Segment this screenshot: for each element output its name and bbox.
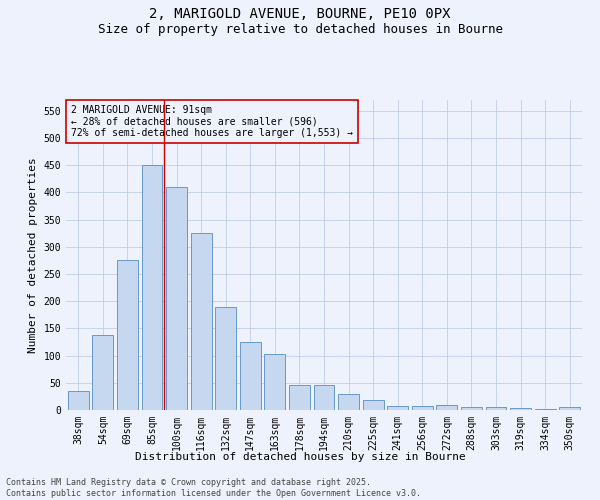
Bar: [215, 306, 236, 410]
Bar: [92, 336, 113, 410]
Text: Distribution of detached houses by size in Bourne: Distribution of detached houses by size …: [134, 452, 466, 462]
Bar: [289, 385, 310, 410]
Bar: [314, 385, 334, 410]
Bar: [117, 260, 138, 410]
Bar: [510, 408, 531, 410]
Bar: [265, 354, 286, 410]
Bar: [535, 409, 556, 410]
Bar: [362, 400, 383, 410]
Bar: [240, 342, 261, 410]
Bar: [436, 405, 457, 410]
Bar: [461, 408, 482, 410]
Bar: [559, 406, 580, 410]
Bar: [485, 408, 506, 410]
Bar: [191, 232, 212, 410]
Text: 2, MARIGOLD AVENUE, BOURNE, PE10 0PX: 2, MARIGOLD AVENUE, BOURNE, PE10 0PX: [149, 8, 451, 22]
Bar: [412, 406, 433, 410]
Bar: [142, 166, 163, 410]
Text: Contains HM Land Registry data © Crown copyright and database right 2025.
Contai: Contains HM Land Registry data © Crown c…: [6, 478, 421, 498]
Text: 2 MARIGOLD AVENUE: 91sqm
← 28% of detached houses are smaller (596)
72% of semi-: 2 MARIGOLD AVENUE: 91sqm ← 28% of detach…: [71, 104, 353, 138]
Bar: [68, 391, 89, 410]
Bar: [387, 406, 408, 410]
Y-axis label: Number of detached properties: Number of detached properties: [28, 157, 38, 353]
Text: Size of property relative to detached houses in Bourne: Size of property relative to detached ho…: [97, 22, 503, 36]
Bar: [166, 187, 187, 410]
Bar: [338, 394, 359, 410]
